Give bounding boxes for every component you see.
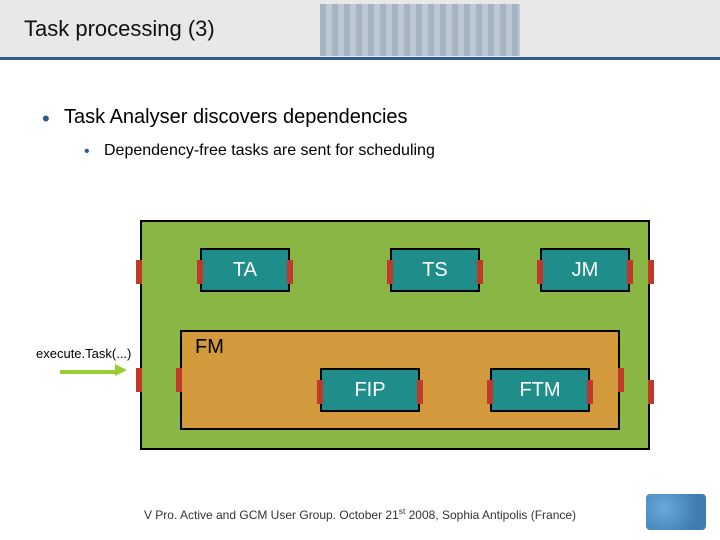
footer-prefix: V Pro. Active and GCM User Group. Octobe… bbox=[144, 508, 399, 522]
fm-port bbox=[618, 368, 624, 392]
node-label: TS bbox=[422, 259, 448, 282]
node-port bbox=[627, 260, 633, 284]
node-label: TA bbox=[233, 259, 257, 282]
node-label: FTM bbox=[519, 379, 560, 402]
bullet-sub: Dependency-free tasks are sent for sched… bbox=[104, 142, 435, 160]
outer-port bbox=[648, 260, 654, 284]
node-port bbox=[387, 260, 393, 284]
call-label: execute.Task(...) bbox=[36, 346, 131, 361]
bullet-sub-icon: • bbox=[84, 144, 90, 160]
node-port bbox=[587, 380, 593, 404]
arrow-line bbox=[60, 370, 115, 374]
node-port bbox=[487, 380, 493, 404]
node-port bbox=[287, 260, 293, 284]
logo-icon bbox=[646, 494, 706, 530]
header-decoration bbox=[320, 4, 520, 56]
outer-port bbox=[136, 260, 142, 284]
outer-port bbox=[136, 368, 142, 392]
node-fip: FIP bbox=[320, 368, 420, 412]
diagram: FM TA TS JM FIP FTM bbox=[140, 220, 650, 450]
slide-title: Task processing (3) bbox=[24, 16, 215, 42]
node-port bbox=[417, 380, 423, 404]
bullet-icon: • bbox=[42, 108, 50, 130]
node-port bbox=[197, 260, 203, 284]
node-port bbox=[477, 260, 483, 284]
node-ts: TS bbox=[390, 248, 480, 292]
bullet-main: Task Analyser discovers dependencies bbox=[64, 106, 408, 129]
node-ftm: FTM bbox=[490, 368, 590, 412]
node-label: JM bbox=[572, 259, 599, 282]
node-label: FIP bbox=[354, 379, 385, 402]
fm-label: FM bbox=[195, 336, 224, 359]
node-port bbox=[317, 380, 323, 404]
footer-suffix: 2008, Sophia Antipolis (France) bbox=[405, 508, 576, 522]
arrow-head-icon bbox=[115, 364, 127, 376]
node-port bbox=[537, 260, 543, 284]
outer-port bbox=[648, 380, 654, 404]
fm-port bbox=[176, 368, 182, 392]
node-jm: JM bbox=[540, 248, 630, 292]
node-ta: TA bbox=[200, 248, 290, 292]
footer-text: V Pro. Active and GCM User Group. Octobe… bbox=[0, 506, 720, 522]
